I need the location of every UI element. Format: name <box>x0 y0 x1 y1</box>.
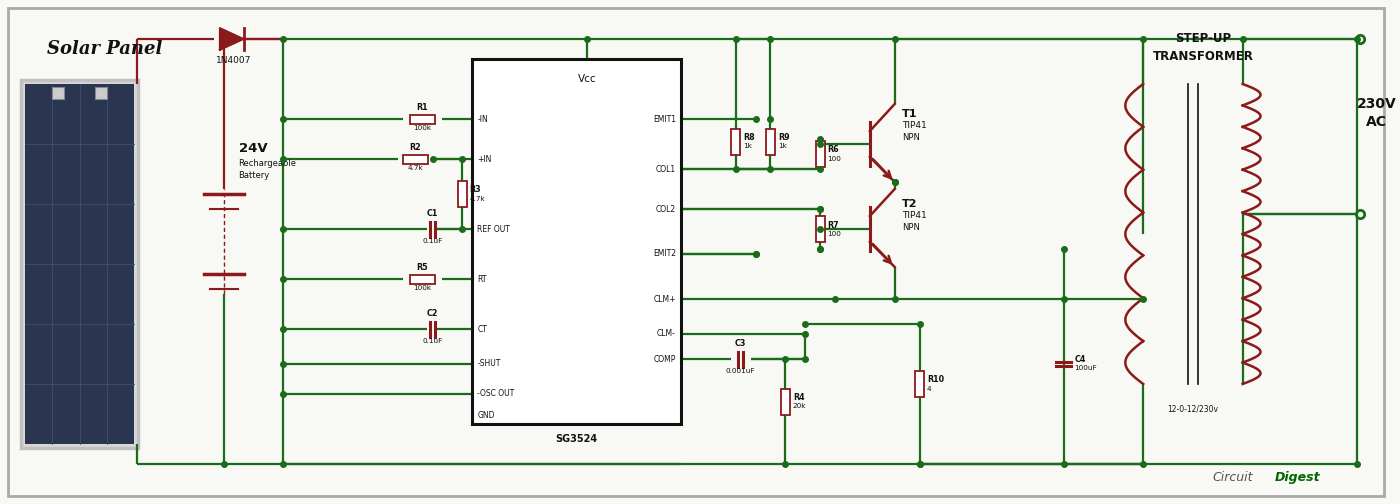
Text: 12-0-12/230v: 12-0-12/230v <box>1168 404 1218 413</box>
Text: CLM-: CLM- <box>657 330 676 339</box>
FancyBboxPatch shape <box>8 8 1383 496</box>
Bar <box>916 371 924 397</box>
Bar <box>816 141 825 167</box>
Text: COL1: COL1 <box>655 164 676 173</box>
Text: 4: 4 <box>927 386 931 392</box>
Text: R8: R8 <box>743 133 755 142</box>
Text: 4.7k: 4.7k <box>407 165 423 171</box>
Text: REF OUT: REF OUT <box>477 224 510 233</box>
Text: R10: R10 <box>927 375 944 385</box>
Text: 100k: 100k <box>413 125 431 131</box>
Text: TIP41: TIP41 <box>902 212 927 221</box>
Bar <box>458 181 466 207</box>
Text: Digest: Digest <box>1274 471 1320 484</box>
Text: R4: R4 <box>792 393 805 402</box>
Text: C2: C2 <box>427 309 438 319</box>
Text: COMP: COMP <box>654 354 676 363</box>
Text: C3: C3 <box>735 340 746 348</box>
Text: 0.1uF: 0.1uF <box>423 338 442 344</box>
Text: TRANSFORMER: TRANSFORMER <box>1152 49 1253 62</box>
FancyBboxPatch shape <box>25 84 134 444</box>
Text: CLM+: CLM+ <box>654 294 676 303</box>
Text: EMIT2: EMIT2 <box>652 249 676 259</box>
Bar <box>410 114 435 123</box>
Text: T1: T1 <box>902 109 917 119</box>
Text: R6: R6 <box>827 146 839 155</box>
Text: 100uF: 100uF <box>1074 365 1096 371</box>
Text: 0.001uF: 0.001uF <box>725 368 756 374</box>
Text: 100k: 100k <box>413 285 431 291</box>
Text: R1: R1 <box>417 102 428 111</box>
Text: EMIT1: EMIT1 <box>652 114 676 123</box>
Text: NPN: NPN <box>902 133 920 142</box>
Text: TIP41: TIP41 <box>902 121 927 131</box>
Text: 0.1uF: 0.1uF <box>423 238 442 244</box>
Text: -IN: -IN <box>477 114 489 123</box>
Text: R3: R3 <box>470 185 482 195</box>
Bar <box>472 59 680 424</box>
Text: COL2: COL2 <box>655 205 676 214</box>
Text: SG3524: SG3524 <box>556 434 598 444</box>
Bar <box>731 129 741 155</box>
Text: R7: R7 <box>827 221 839 229</box>
Bar <box>95 87 108 99</box>
Bar <box>52 87 63 99</box>
Text: Battery: Battery <box>238 171 270 180</box>
Text: AC: AC <box>1366 115 1387 129</box>
Text: 100: 100 <box>827 156 841 162</box>
Text: R2: R2 <box>410 143 421 152</box>
Text: RT: RT <box>477 275 487 283</box>
Text: 1k: 1k <box>743 144 752 150</box>
Bar <box>781 389 790 414</box>
Text: Rechargeable: Rechargeable <box>238 159 297 168</box>
Text: -OSC OUT: -OSC OUT <box>477 390 514 399</box>
Polygon shape <box>220 28 244 50</box>
Text: 100: 100 <box>827 231 841 237</box>
Text: 20k: 20k <box>792 404 806 409</box>
Text: Circuit: Circuit <box>1212 471 1253 484</box>
Bar <box>410 275 435 283</box>
Text: 4.7k: 4.7k <box>470 196 486 202</box>
Text: Vcc: Vcc <box>578 74 596 84</box>
Bar <box>766 129 776 155</box>
Text: GND: GND <box>477 411 494 420</box>
Bar <box>816 216 825 242</box>
Text: STEP-UP: STEP-UP <box>1175 32 1231 45</box>
Text: C1: C1 <box>427 210 438 219</box>
Text: NPN: NPN <box>902 222 920 231</box>
Text: CT: CT <box>477 325 487 334</box>
Text: C4: C4 <box>1074 355 1085 364</box>
Text: 230V: 230V <box>1357 97 1397 111</box>
Text: +IN: +IN <box>477 155 491 163</box>
Text: 1k: 1k <box>778 144 787 150</box>
Text: -SHUT: -SHUT <box>477 359 501 368</box>
Text: R5: R5 <box>417 263 428 272</box>
Bar <box>403 155 428 163</box>
Text: 24V: 24V <box>238 143 267 156</box>
Text: Solar Panel: Solar Panel <box>46 40 162 58</box>
Text: 1N4007: 1N4007 <box>216 56 252 65</box>
Text: T2: T2 <box>902 199 917 209</box>
Text: R9: R9 <box>778 133 790 142</box>
FancyBboxPatch shape <box>21 80 139 448</box>
